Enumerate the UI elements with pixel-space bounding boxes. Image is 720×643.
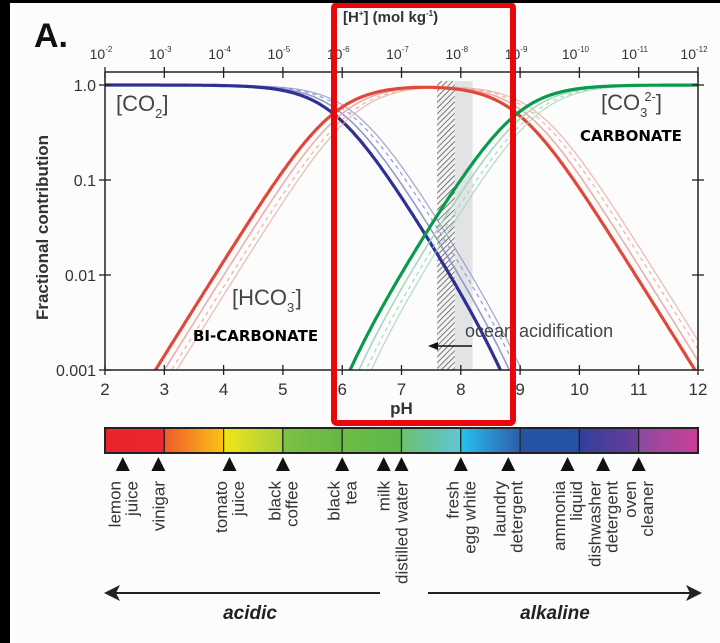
ocean-acidification-arrow-head [428,342,438,350]
top-tick-label: 10-10 [562,45,590,62]
acidic-label: acidic [223,603,277,624]
alkaline-arrow-head [686,585,702,601]
x-tick-label: 4 [219,380,228,399]
marker-label-tomato-juice: juice [229,481,248,517]
marker-label-tomato-juice: tomato [212,481,231,533]
marker-label-ammonia-liquid: liquid [567,481,586,521]
x-tick-label: 6 [337,380,346,399]
top-tick-label: 10-3 [149,45,172,62]
bicarbonate-label: BI-CARBONATE [193,327,318,345]
figure-panel: 2 3 4 5 6 7 8 9 10 11 12 10-2 10-3 10-4 10-5 10-6 10-7 10… [10,3,720,643]
marker-label-dishwasher-detergent: detergent [603,481,622,553]
x-tick-label: 8 [456,380,465,399]
top-tick-label: 10-5 [268,45,291,62]
marker-label-laundry-detergent: detergent [508,481,527,553]
marker-label-oven-cleaner: oven [621,481,640,518]
ph-scale-segment [341,427,403,454]
species-label-co3: [CO32-] [601,89,662,120]
carbonate-label: CARBONATE [580,127,682,145]
top-tick-label: 10-6 [327,45,350,62]
marker-triangle-fresh-egg-white [453,457,468,471]
shaded-region-present-day-range [454,81,473,370]
ph-scale-segment [400,427,462,454]
marker-triangle-oven-cleaner [631,457,646,471]
curve-faint2-co3-2- [370,84,698,370]
ph-scale-border [104,427,699,454]
top-axis-label: [H+] (mol kg-1) [343,9,438,26]
marker-label-fresh-egg-white: egg white [460,481,479,554]
ph-scale-segment [163,427,225,454]
marker-label-fresh-egg-white: fresh [443,481,462,519]
marker-label-milk: milk [375,481,394,512]
ph-scale-segment [638,427,699,454]
marker-label-laundry-detergent: laundry [491,481,510,537]
ph-scale-segment [460,427,521,454]
top-tick-label: 10-8 [445,45,468,62]
marker-triangle-dishwasher-detergent [596,457,611,471]
ph-scale-segment [282,427,343,454]
curve-faint2-hco3- [176,86,698,370]
highlight-box [331,3,516,426]
species-label-co2: [CO2] [116,91,168,121]
curve-co3-2- [348,83,698,370]
x-tick-label: 5 [278,380,287,399]
marker-label-distilled-water: distilled water [393,481,412,584]
marker-triangle-milk [376,457,391,471]
marker-label-vinigar: vinigar [149,481,168,531]
marker-label-oven-cleaner: cleaner [638,481,657,537]
marker-triangle-distilled-water [394,457,409,471]
x-tick-label: 7 [397,380,406,399]
shaded-region-preindustrial-to-future-range [437,81,455,370]
curves-group [105,83,698,370]
alkaline-label: alkaline [520,603,590,624]
marker-label-ammonia-liquid: ammonia [550,480,569,550]
marker-label-black-coffee: coffee [282,481,301,527]
marker-label-lemon-juice: juice [122,481,141,517]
marker-triangle-black-coffee [275,457,290,471]
y-tick-label: 0.001 [56,363,96,380]
species-label-hco3: [HCO3-] [232,284,302,315]
y-tick-label: 0.1 [74,173,96,190]
panel-label: A. [34,17,68,55]
carbonate-speciation-chart: 2 3 4 5 6 7 8 9 10 11 12 10-2 10-3 10-4 10-5 10-6 10-7 10… [33,3,708,624]
acidic-arrow-head [104,585,120,601]
y-tick-label: 1.0 [74,78,96,95]
marker-label-dishwasher-detergent: dishwasher [586,481,605,567]
top-tick-label: 10-12 [680,45,708,62]
ph-scale-segment [578,427,640,454]
marker-label-black-tea: black [325,481,344,521]
top-tick-label: 10-7 [386,45,409,62]
marker-triangle-laundry-detergent [501,457,516,471]
marker-triangle-tomato-juice [222,457,237,471]
x-tick-label: 2 [100,380,109,399]
marker-triangle-black-tea [335,457,350,471]
top-tick-label: 10-9 [505,45,528,62]
marker-triangle-lemon-juice [115,457,130,471]
marker-label-lemon-juice: lemon [105,481,124,527]
curve-hco3- [153,85,697,370]
top-tick-label: 10-11 [621,45,648,62]
marker-triangle-vinigar [151,457,166,471]
top-tick-label: 10-4 [208,45,231,62]
x-axis-label: pH [390,399,413,418]
marker-label-black-coffee: black [265,481,284,521]
curve-co2 [105,83,503,370]
ph-scale-segment [519,427,581,454]
x-tick-label: 3 [160,380,169,399]
top-tick-label: 10-2 [90,45,113,62]
x-tick-label: 9 [515,380,524,399]
x-tick-label: 12 [689,380,708,399]
x-tick-label: 10 [570,380,589,399]
y-axis-label: Fractional contribution [33,135,52,320]
x-tick-label: 11 [630,380,648,399]
ph-scale-segment [104,427,165,454]
curve-dashed-hco3- [170,86,698,370]
ocean-acidification-label: ocean acidification [465,321,613,341]
y-tick-label: 0.01 [65,268,96,285]
marker-triangle-ammonia-liquid [560,457,575,471]
marker-label-black-tea: tea [342,480,361,504]
ph-scale-segment [223,427,284,454]
